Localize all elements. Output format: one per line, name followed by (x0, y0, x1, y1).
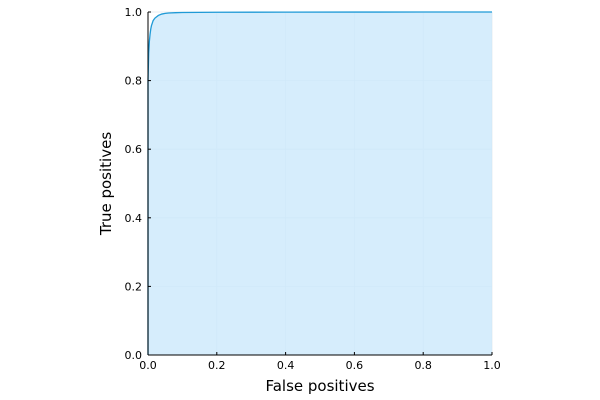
y-axis-title: True positives (97, 132, 115, 236)
y-tick-label: 1.0 (125, 6, 143, 19)
y-tick-labels: 0.0 0.2 0.4 0.6 0.8 1.0 (125, 6, 143, 362)
y-tick-label: 0.0 (125, 349, 143, 362)
x-axis-title: False positives (265, 377, 374, 395)
y-tick-label: 0.6 (125, 143, 143, 156)
series-line (147, 11, 493, 355)
x-tick-label: 0.6 (346, 359, 364, 372)
x-tick-label: 0.0 (139, 359, 157, 372)
x-tick-label: 0.8 (414, 359, 432, 372)
x-tick-label: 1.0 (483, 359, 501, 372)
y-tick-label: 0.2 (125, 280, 143, 293)
area-fill (148, 12, 492, 355)
y-tick-label: 0.4 (125, 212, 143, 225)
x-tick-label: 0.4 (277, 359, 295, 372)
x-tick-labels: 0.0 0.2 0.4 0.6 0.8 1.0 (139, 359, 501, 372)
x-tick-label: 0.2 (208, 359, 226, 372)
y-tick-label: 0.8 (125, 75, 143, 88)
axes (147, 11, 493, 356)
